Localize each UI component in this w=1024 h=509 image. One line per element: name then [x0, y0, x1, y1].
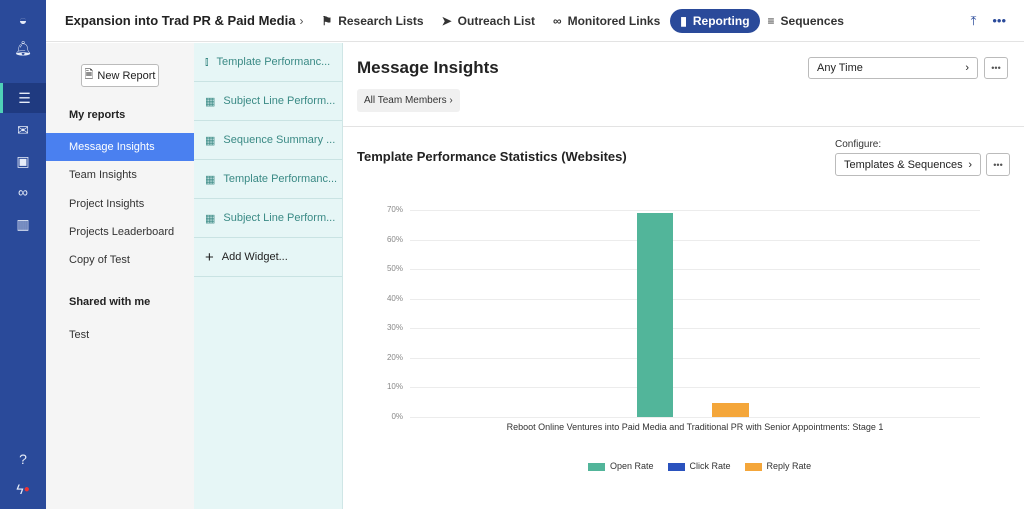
project-title[interactable]: Expansion into Trad PR & Paid Media [65, 13, 296, 28]
bar-chart: 70% 60% 50% 40% 30% 20% 10% 0% Reboot On… [343, 198, 1024, 498]
nav-reporting[interactable]: ▮ Reporting [670, 8, 760, 33]
chevron-right-icon: › [965, 62, 969, 74]
app-rail: ◒ 🔔︎ ☰ ✉ ▣ ∞ ▥ ? ϟ ● [0, 0, 46, 509]
updates-icon[interactable]: ϟ ● [16, 481, 30, 497]
contacts-icon[interactable]: ▣ [16, 152, 30, 169]
table-icon: ▦ [205, 173, 216, 186]
logo-icon[interactable]: ◒ [18, 12, 28, 28]
legend-click-rate[interactable]: Click Rate [667, 461, 731, 471]
report-item[interactable]: Copy of Test [69, 254, 130, 266]
reply-rate-bar[interactable] [712, 403, 749, 417]
page-title: Message Insights [357, 58, 499, 77]
open-rate-bar[interactable] [637, 213, 673, 417]
mail-icon[interactable]: ✉ [17, 121, 29, 138]
nav-outreach-list[interactable]: ➤ Outreach List [441, 13, 536, 28]
new-report-button[interactable]: 🗎 New Report [81, 64, 159, 87]
bell-icon[interactable]: 🔔︎ [14, 39, 32, 56]
main-panel: Message Insights All Team Members › Any … [343, 43, 1024, 509]
widget-list: ⫾ Template Performanc... ▦ Subject Line Pe… [194, 43, 343, 509]
time-filter-select[interactable]: Any Time › [808, 57, 978, 79]
chevron-right-icon: › [968, 158, 972, 171]
configure-label: Configure: [835, 139, 882, 150]
legend-open-rate[interactable]: Open Rate [588, 461, 654, 471]
layers-icon: ≡ [767, 13, 775, 28]
widget-item[interactable]: ▦ Subject Line Perform... [194, 82, 342, 121]
my-reports-heading: My reports [69, 109, 126, 121]
chart-legend: Open Rate Click Rate Reply Rate [588, 461, 811, 471]
flag-icon: ⚑ [321, 13, 333, 28]
link-icon[interactable]: ∞ [18, 184, 28, 200]
plus-icon: + [205, 248, 214, 266]
bar-chart-icon: ▮ [680, 13, 687, 28]
nav-sequences[interactable]: ≡ Sequences [767, 13, 844, 28]
analytics-icon[interactable]: ▥ [16, 215, 30, 232]
table-icon: ▦ [205, 95, 216, 108]
reports-list-icon[interactable]: ☰ [0, 83, 46, 113]
upload-icon[interactable]: ⤒ [970, 13, 977, 28]
widget-item[interactable]: ⫾ Template Performanc... [194, 43, 342, 82]
configure-select[interactable]: Templates & Sequences › [835, 153, 981, 176]
shared-heading: Shared with me [69, 296, 151, 308]
team-filter[interactable]: All Team Members › [357, 89, 460, 112]
divider [343, 126, 1024, 127]
nav-research-lists[interactable]: ⚑ Research Lists [321, 13, 424, 28]
chevron-right-icon: › [299, 13, 304, 28]
report-item[interactable]: Project Insights [69, 198, 145, 210]
top-bar: Expansion into Trad PR & Paid Media › ⚑ R… [46, 0, 1024, 42]
shared-report-item[interactable]: Test [69, 329, 90, 341]
x-axis-label: Reboot Online Ventures into Paid Media a… [506, 422, 884, 432]
reports-sidebar: 🗎 New Report My reports Message Insights … [46, 43, 194, 509]
widget-title: Template Performance Statistics (Website… [357, 149, 627, 164]
nav-monitored-links[interactable]: ∞ Monitored Links [553, 13, 661, 28]
send-icon: ➤ [441, 13, 452, 28]
table-icon: ▦ [205, 134, 216, 147]
add-widget-button[interactable]: + Add Widget... [194, 238, 342, 277]
report-item[interactable]: Message Insights [46, 133, 194, 161]
more-icon[interactable]: ••• [992, 13, 1006, 28]
widget-options-button[interactable]: ••• [986, 153, 1010, 176]
table-icon: ▦ [205, 212, 216, 225]
report-item[interactable]: Projects Leaderboard [69, 226, 175, 238]
help-icon[interactable]: ? [19, 451, 27, 467]
link-icon: ∞ [553, 13, 562, 28]
widget-item[interactable]: ▦ Sequence Summary ... [194, 121, 342, 160]
widget-item[interactable]: ▦ Subject Line Perform... [194, 199, 342, 238]
report-options-button[interactable]: ••• [984, 57, 1008, 79]
legend-reply-rate[interactable]: Reply Rate [744, 461, 811, 471]
bar-chart-icon: ⫾ [205, 55, 209, 68]
document-icon: 🗎 [84, 69, 94, 81]
widget-item[interactable]: ▦ Template Performanc... [194, 160, 342, 199]
report-item[interactable]: Team Insights [69, 169, 137, 181]
